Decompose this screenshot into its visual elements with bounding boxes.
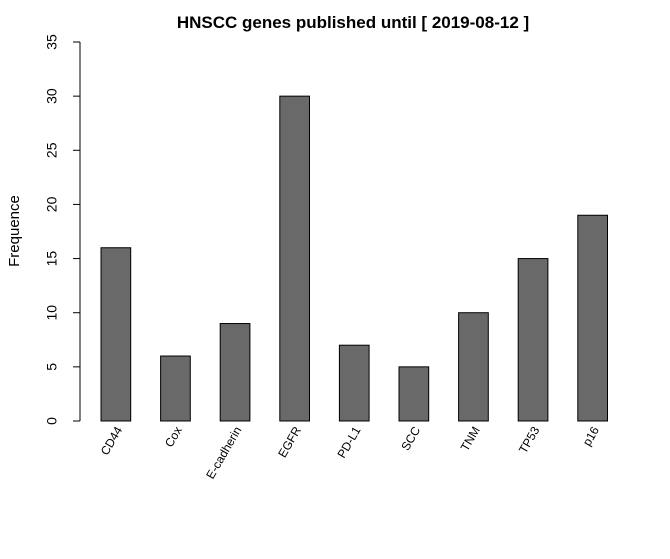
bar-e-cadherin	[219, 323, 251, 422]
x-tick-label: SCC	[398, 424, 423, 453]
x-tick-label: E-cadherin	[203, 424, 244, 481]
bar-cd44	[100, 247, 132, 422]
bar-egfr	[279, 95, 310, 422]
bar-p16	[577, 214, 608, 422]
y-tick-label: 15	[44, 251, 60, 267]
y-tick-label: 30	[44, 88, 60, 104]
chart-title: HNSCC genes published until [ 2019-08-12…	[177, 13, 529, 32]
y-tick-label: 20	[44, 196, 60, 212]
y-tick-label: 5	[44, 363, 60, 371]
bar-tp53	[517, 258, 549, 422]
y-tick-label: 25	[44, 142, 60, 158]
bar-cox	[160, 355, 191, 422]
x-tick-label: PD-L1	[334, 424, 363, 461]
x-axis-labels: CD44 Cox E-cadherin EGFR PD-L1 SCC TNM TP53 p16	[98, 424, 602, 482]
x-tick-label: TNM	[458, 424, 483, 454]
x-tick-label: EGFR	[275, 424, 304, 460]
x-tick-label: p16	[580, 424, 602, 449]
bar-scc	[398, 366, 430, 422]
bar-tnm	[458, 312, 489, 422]
bar-pd-l1	[338, 344, 370, 422]
x-tick-label: Cox	[162, 424, 185, 449]
y-tick-label: 0	[44, 417, 60, 425]
y-tick-label: 10	[44, 305, 60, 321]
bars	[100, 95, 608, 422]
y-axis-label: Frequence	[6, 195, 23, 267]
x-tick-label: CD44	[98, 424, 126, 458]
y-tick-label: 35	[44, 34, 60, 50]
x-tick-label: TP53	[516, 424, 543, 456]
y-axis: 0 5 10 15 20 25 30 35	[44, 34, 81, 425]
